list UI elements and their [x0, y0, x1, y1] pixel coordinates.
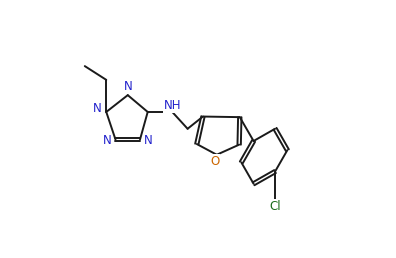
Text: N: N	[144, 134, 153, 148]
Text: N: N	[93, 102, 101, 115]
Text: N: N	[124, 80, 132, 93]
Text: NH: NH	[164, 99, 181, 112]
Text: Cl: Cl	[269, 200, 281, 213]
Text: N: N	[103, 134, 111, 148]
Text: O: O	[210, 155, 219, 168]
